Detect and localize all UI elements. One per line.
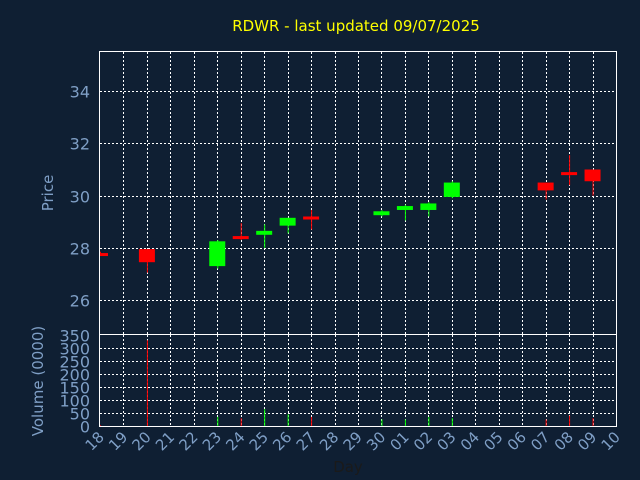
x-tick-labels: 1819202122232425262728293001020304050607… (82, 428, 624, 454)
volume-tick-label: 350 (59, 327, 90, 346)
candle-body (373, 211, 390, 216)
price-axis-label: Price (39, 175, 57, 212)
volume-tick-label: 100 (59, 392, 90, 411)
x-axis-label: Day (333, 458, 363, 476)
candle-body (561, 172, 578, 176)
candle-body (396, 206, 413, 210)
candle-body (420, 203, 437, 210)
price-tick-label: 30 (70, 188, 90, 207)
candle-body (279, 217, 296, 226)
volume-tick-label: 200 (59, 366, 90, 385)
candle-body (232, 236, 249, 240)
candle-body (138, 249, 155, 263)
price-tick-label: 28 (70, 240, 90, 259)
candle-body (100, 253, 108, 257)
volume-tick-label: 150 (59, 379, 90, 398)
candle-body (537, 182, 554, 191)
candles (100, 155, 601, 273)
volume-axis-label: Volume (0000) (29, 326, 47, 436)
candle-body (443, 182, 460, 197)
candle-body (256, 230, 273, 235)
price-tick-label: 32 (70, 135, 90, 154)
volume-tick-label: 250 (59, 353, 90, 372)
volume-tick-label: 0 (80, 418, 90, 437)
chart-title: RDWR - last updated 09/07/2025 (232, 17, 480, 35)
price-tick-label: 34 (70, 83, 90, 102)
candle-body (584, 169, 601, 182)
volume-tick-label: 300 (59, 340, 90, 359)
volume-tick-label: 50 (70, 405, 90, 424)
price-tick-labels: 26 28 30 32 34 (70, 83, 90, 311)
candle-body (303, 216, 320, 220)
volume-bars (100, 340, 594, 426)
price-tick-label: 26 (70, 292, 90, 311)
candle-body (209, 241, 226, 267)
volume-panel-frame (99, 334, 617, 427)
